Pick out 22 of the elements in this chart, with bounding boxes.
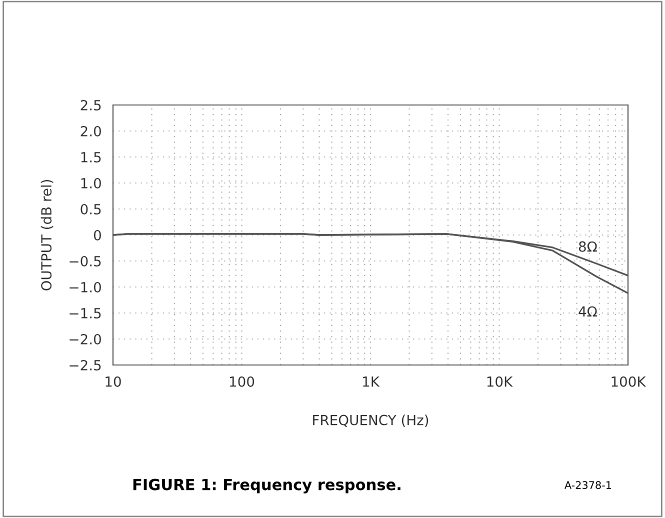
y-axis-title: OUTPUT (dB rel) bbox=[40, 180, 54, 290]
x-tick-label: 10K bbox=[487, 376, 513, 387]
y-tick-label: 0 bbox=[94, 230, 101, 240]
y-tick-label: −0.5 bbox=[70, 256, 101, 266]
y-tick-label: 1.5 bbox=[81, 152, 101, 162]
text: FIGURE 1: Frequency response. bbox=[133, 478, 400, 494]
series-label: 4Ω bbox=[578, 306, 597, 317]
y-tick-label: 2.0 bbox=[80, 126, 101, 136]
y-tick-label: −2.0 bbox=[70, 334, 101, 344]
y-tick-label: −2.5 bbox=[70, 360, 101, 370]
x-tick-label: 1K bbox=[363, 376, 380, 387]
y-tick-label: −1.5 bbox=[70, 308, 101, 318]
y-tick-label: 2.5 bbox=[80, 100, 101, 110]
y-tick-label: 0.5 bbox=[80, 204, 101, 214]
text: A-2378-1 bbox=[564, 481, 612, 490]
y-tick-label: 1.0 bbox=[81, 178, 101, 188]
x-tick-label: 100K bbox=[612, 376, 646, 387]
x-tick-label: 10 bbox=[106, 376, 121, 387]
series-label: 8Ω bbox=[578, 241, 597, 252]
x-tick-label: 100 bbox=[230, 376, 254, 387]
y-tick-label: −1.0 bbox=[70, 282, 101, 292]
x-axis-title: FREQUENCY (Hz) bbox=[313, 414, 428, 427]
